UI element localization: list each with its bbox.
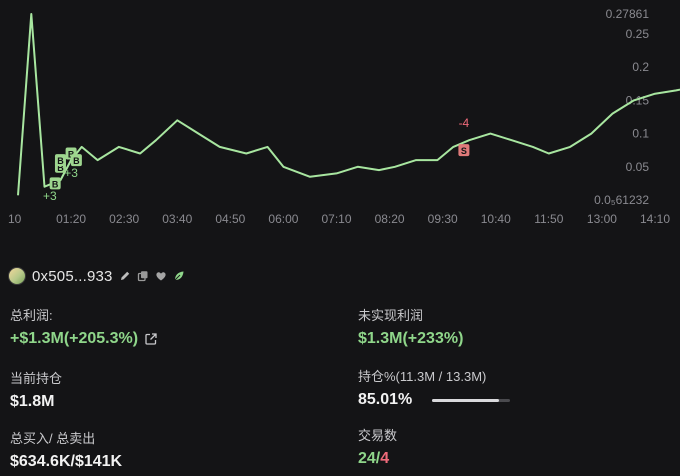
marker-label: S [461,146,467,156]
trade-count-value: 24 / 4 [358,450,397,468]
y-axis-ticks: 0.27861 0.25 0.2 0.15 0.1 0.05 0.0₅61232 [594,7,649,207]
x-tick-label: 04:50 [215,212,245,226]
wallet-row: 0x505...933 [8,266,185,286]
trade-count-buys: 24 [358,450,376,467]
current-holding-value: $1.8M [10,393,55,410]
y-tick-label: 0.1 [632,127,649,141]
avatar[interactable] [8,267,26,285]
holding-progress-fill [432,398,499,402]
y-tick-label: 0.25 [626,27,650,41]
trade-count-label: 交易数 [358,428,398,443]
trade-count: 交易数 24 / 4 [358,425,397,468]
x-tick-label: 03:40 [162,212,192,226]
trade-annotations: +3 -4 +3 [43,116,470,203]
buy-marker[interactable]: B [49,177,61,190]
edit-icon[interactable] [119,270,131,282]
total-buy-sell: 总买入/ 总卖出 $634.6K/$141K [10,428,122,471]
holding-percent-row: 85.01% [358,391,511,409]
buy-marker[interactable]: B [70,154,82,167]
y-tick-label: 0.0₅61232 [594,193,649,207]
wallet-address[interactable]: 0x505...933 [32,267,113,285]
y-tick-label: 0.05 [626,160,650,174]
x-tick-label: 10:40 [481,212,511,226]
x-tick-label: 02:30 [109,212,139,226]
buy-marker[interactable]: B [54,154,66,167]
current-holding: 当前持仓 $1.8M [10,368,62,411]
y-tick-label: 0.15 [626,93,650,107]
x-tick-label: 08:20 [375,212,405,226]
total-pnl: 总利润: +$1.3M(+205.3%) [10,305,158,348]
leaf-icon[interactable] [173,270,185,282]
unrealized-pnl-value: $1.3M(+233%) [358,330,464,347]
marker-label: B [52,179,59,189]
total-pnl-label: 总利润: [10,308,53,323]
x-tick-label: 14:10 [640,212,670,226]
price-line [17,13,680,196]
trade-count-sep: / [375,450,381,467]
trade-annotation: +3 [43,189,57,203]
total-pnl-value-row: +$1.3M(+205.3%) [10,330,158,348]
holding-percent-value: 85.01% [358,391,413,408]
x-tick-label: 07:10 [321,212,351,226]
unrealized-pnl-label: 未实现利润 [358,308,424,323]
unrealized-pnl: 未实现利润 $1.3M(+233%) [358,305,463,348]
holding-percent-label: 持仓%(11.3M / 13.3M) [358,369,487,384]
x-tick-label: 10 [8,212,22,226]
total-buy-sell-label: 总买入/ 总卖出 [10,431,96,446]
external-link-icon[interactable] [144,332,158,346]
y-tick-label: 0.27861 [606,7,650,21]
x-tick-label: 06:00 [268,212,298,226]
trade-annotation: +3 [64,166,78,180]
trade-count-sells: 4 [380,450,390,467]
x-axis-ticks: 10 01:20 02:30 03:40 04:50 06:00 07:10 08:20 09:… [8,212,670,226]
x-tick-label: 11:50 [534,212,563,226]
x-tick-label: 13:00 [587,212,617,226]
marker-label: B [73,156,80,166]
marker-label: B [68,150,75,160]
copy-icon[interactable] [137,270,149,282]
marker-label: B [57,163,64,173]
holding-progress-bar [432,398,511,402]
y-tick-label: 0.2 [632,60,649,74]
total-buy-sell-value: $634.6K/$141K [10,453,123,470]
marker-label: B [57,156,64,166]
x-tick-label: 09:30 [428,212,458,226]
holding-percent: 持仓%(11.3M / 13.3M) 85.01% [358,366,511,409]
sell-marker[interactable]: S [458,144,470,157]
heart-icon[interactable] [155,270,167,282]
current-holding-label: 当前持仓 [10,371,63,386]
trade-annotation: -4 [459,116,470,130]
price-chart[interactable]: 0.27861 0.25 0.2 0.15 0.1 0.05 0.0₅61232 10 01:… [0,0,680,240]
total-pnl-value: +$1.3M(+205.3%) [10,330,139,347]
x-tick-label: 01:20 [56,212,86,226]
